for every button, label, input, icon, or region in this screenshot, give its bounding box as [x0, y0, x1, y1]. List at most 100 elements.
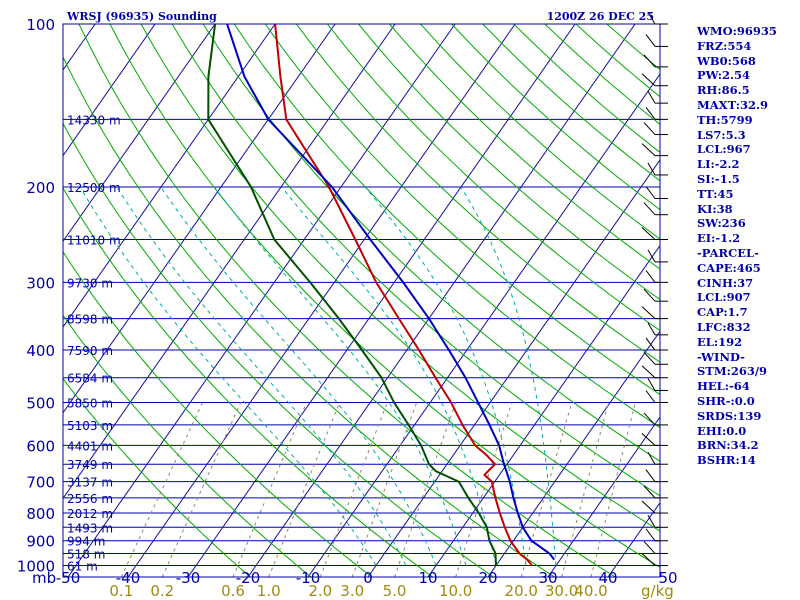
wind-barb-flag — [641, 227, 656, 240]
mixing-ratio-label: 20.0 — [505, 582, 538, 600]
temperature-tick-label: -10 — [296, 569, 321, 587]
mixing-ratio-label: 40.0 — [574, 582, 607, 600]
plot-background — [63, 24, 660, 577]
temperature-tick-label: -20 — [236, 569, 261, 587]
dry-adiabat-line — [171, 24, 660, 497]
temperature-tick-label: -30 — [176, 569, 201, 587]
index-value: HEL:-64 — [697, 379, 750, 394]
mixing-ratio-line — [394, 402, 457, 577]
index-value: TT:45 — [697, 186, 734, 201]
chart-title-left: WRSJ (96935) Sounding — [66, 10, 217, 23]
height-level-label: 518 m — [67, 547, 105, 561]
mixing-ratio-label: 0.6 — [221, 582, 245, 600]
dewpoint-profile-line — [207, 24, 497, 566]
mixing-ratio-label: 1.0 — [257, 582, 281, 600]
index-value: PW:2.54 — [697, 68, 751, 83]
height-level-label: 5850 m — [67, 397, 113, 411]
wind-barb-flag — [647, 11, 656, 25]
pressure-tick-label: 800 — [26, 505, 55, 523]
temperature-tick-label: -40 — [116, 569, 141, 587]
wind-barb-flag — [647, 90, 656, 104]
temperature-tick-label: 10 — [418, 569, 437, 587]
index-value: BRN:34.2 — [697, 438, 759, 453]
dry-adiabat-line — [63, 122, 494, 577]
wind-barb-flag — [641, 143, 656, 156]
parcel-profile-line — [226, 24, 555, 561]
mixing-ratio-label: 0.1 — [109, 582, 133, 600]
pressure-tick-label: 100 — [26, 16, 55, 34]
index-value: EL:192 — [697, 334, 743, 349]
pressure-tick-label: 600 — [26, 437, 55, 455]
height-level-label: 5103 m — [67, 419, 113, 433]
isotherm-line — [547, 416, 660, 577]
mixing-ratio-label: 3.0 — [340, 582, 364, 600]
moist-adiabat-line — [116, 186, 407, 566]
wind-barb-flag — [645, 390, 656, 403]
height-level-label: 6584 m — [67, 372, 113, 386]
pressure-tick-label: 400 — [26, 342, 55, 360]
index-value: CINH:37 — [697, 275, 754, 290]
height-level-label: 2012 m — [67, 507, 113, 521]
height-level-label: 11010 m — [67, 233, 121, 247]
mixing-ratio-line — [590, 402, 636, 577]
wind-barb-flag — [641, 73, 656, 87]
isotherm-line — [0, 24, 35, 577]
index-value: STM:263/9 — [697, 364, 768, 379]
index-value: LCL:907 — [697, 290, 751, 305]
wind-barb-flag — [645, 186, 656, 199]
index-value: -PARCEL- — [697, 245, 759, 260]
wind-barb-flag — [643, 541, 656, 554]
moist-adiabat-line — [364, 186, 527, 566]
height-level-label: 61 m — [67, 560, 98, 574]
dry-adiabat-line — [327, 24, 660, 332]
wind-barb-flag — [647, 162, 656, 176]
height-level-label: 8598 m — [67, 313, 113, 327]
mixing-ratio-line — [455, 402, 513, 577]
pressure-tick-label: 700 — [26, 474, 55, 492]
isotherm-line — [63, 24, 336, 414]
index-value: -WIND- — [697, 349, 745, 364]
mixing-ratio-label: 2.0 — [308, 582, 332, 600]
height-level-label: 9730 m — [67, 276, 113, 290]
dry-adiabat-line — [389, 24, 660, 270]
isotherm-line — [307, 73, 660, 577]
wind-barb-flag — [641, 365, 656, 379]
mixing-ratio-unit: g/kg — [641, 582, 674, 600]
index-value: EHI:0.0 — [697, 423, 747, 438]
index-value: SW:236 — [697, 216, 746, 231]
dry-adiabat-line — [358, 24, 660, 301]
isotherm-line — [63, 24, 276, 328]
height-level-label: 4401 m — [67, 439, 113, 453]
wind-barb-flag — [645, 107, 656, 120]
index-value: CAPE:465 — [697, 260, 761, 275]
wind-barb-flag — [641, 500, 656, 514]
dry-adiabat-line — [295, 24, 660, 363]
height-level-label: 14330 m — [67, 113, 121, 127]
wind-barb-flag — [647, 451, 656, 465]
index-value: WB0:568 — [697, 53, 756, 68]
plot-frame — [62, 23, 661, 578]
height-level-label: 3749 m — [67, 458, 113, 472]
mixing-ratio-line — [351, 402, 418, 577]
dry-adiabat-line — [63, 314, 312, 577]
mixing-ratio-label: 10.0 — [439, 582, 472, 600]
moist-adiabat-line — [460, 186, 557, 566]
wind-barb-flag — [643, 351, 656, 365]
index-value: EI:-1.2 — [697, 231, 741, 246]
mixing-ratio-label: 5.0 — [383, 582, 407, 600]
wind-barb-flag — [647, 322, 656, 336]
index-value: SI:-1.5 — [697, 171, 740, 186]
dry-adiabat-line — [63, 251, 373, 577]
dry-adiabat-line — [140, 24, 660, 532]
isotherm-line — [247, 24, 636, 577]
temperature-tick-label: 40 — [598, 569, 617, 587]
wind-barb-flag — [641, 553, 656, 566]
height-level-label: 7590 m — [67, 344, 113, 358]
isotherm-line — [63, 24, 396, 500]
dry-adiabat-line — [109, 24, 660, 568]
index-value: KI:38 — [697, 201, 733, 216]
mixing-ratio-line — [561, 402, 610, 577]
wind-barb-flag — [643, 485, 656, 499]
isotherm-line — [63, 24, 156, 157]
moist-adiabat-line — [160, 186, 437, 566]
